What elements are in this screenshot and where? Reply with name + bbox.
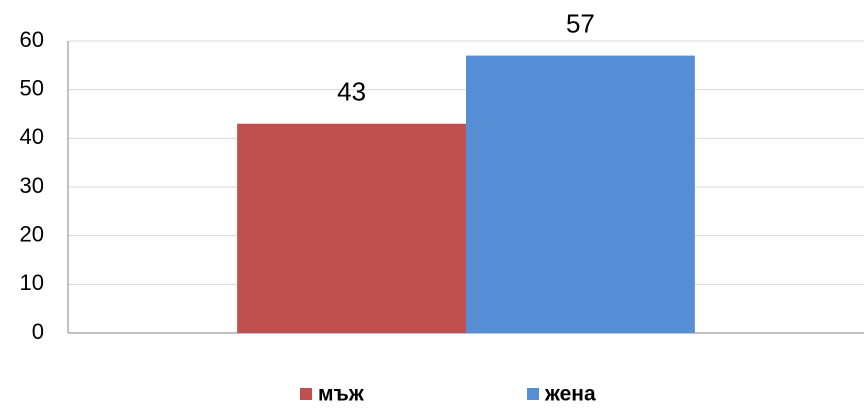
y-tick-label: 40 [20, 124, 44, 149]
legend-swatch [527, 388, 539, 400]
y-tick-label: 30 [20, 173, 44, 198]
y-tick-label: 20 [20, 221, 44, 246]
legend-label: жена [544, 383, 596, 406]
y-tick-label: 10 [20, 270, 44, 295]
y-tick-label: 50 [20, 75, 44, 100]
bar [237, 123, 466, 333]
data-label: 57 [566, 8, 595, 38]
data-label: 43 [337, 77, 366, 107]
y-tick-label: 60 [20, 27, 44, 52]
legend-label: мъж [318, 383, 365, 406]
y-tick-label: 0 [32, 319, 44, 344]
bar [466, 55, 695, 333]
legend-swatch [300, 388, 312, 400]
